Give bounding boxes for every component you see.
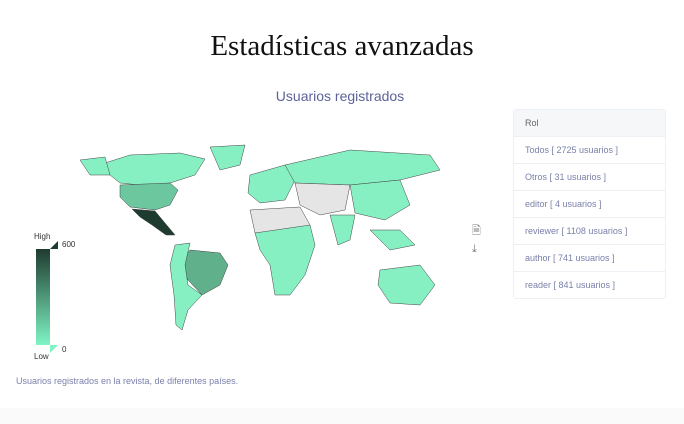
legend-high-marker[interactable]	[50, 241, 58, 249]
role-item-todos[interactable]: Todos [ 2725 usuarios ]	[514, 136, 665, 163]
role-item-otros[interactable]: Otros [ 31 usuarios ]	[514, 163, 665, 190]
country-canada	[104, 152, 206, 186]
country-se-asia	[369, 229, 416, 251]
world-map[interactable]	[70, 135, 450, 335]
country-asia-gray	[294, 182, 351, 216]
roles-list: Rol Todos [ 2725 usuarios ] Otros [ 31 u…	[513, 109, 666, 299]
chart-caption: Usuarios registrados en la revista, de d…	[16, 376, 239, 386]
legend-max: 600	[62, 240, 76, 249]
country-south-america	[169, 242, 203, 331]
country-alaska	[79, 156, 111, 176]
legend-high-label: High	[34, 232, 51, 241]
country-india	[329, 214, 356, 246]
footer-strip	[0, 408, 684, 424]
country-greenland	[209, 144, 246, 171]
country-usa	[119, 182, 179, 211]
chart-tools: 🗎 ⤓	[472, 222, 481, 256]
chart-title: Usuarios registrados	[275, 88, 405, 104]
download-icon[interactable]: ⤓	[472, 243, 477, 255]
country-africa	[254, 224, 316, 296]
legend-low-marker[interactable]	[50, 345, 58, 353]
country-china	[349, 179, 411, 221]
country-russia	[284, 149, 441, 186]
document-icon[interactable]: 🗎	[472, 225, 481, 237]
role-item-reader[interactable]: reader [ 841 usuarios ]	[514, 271, 665, 298]
role-item-reviewer[interactable]: reviewer [ 1108 usuarios ]	[514, 217, 665, 244]
role-item-author[interactable]: author [ 741 usuarios ]	[514, 244, 665, 271]
legend-low-label: Low	[34, 352, 49, 361]
legend-min: 0	[62, 345, 67, 354]
legend-gradient	[36, 249, 50, 345]
page-title: Estadísticas avanzadas	[210, 30, 474, 62]
country-mexico	[131, 208, 176, 236]
roles-header: Rol	[514, 110, 665, 136]
role-item-editor[interactable]: editor [ 4 usuarios ]	[514, 190, 665, 217]
country-australia	[377, 264, 436, 306]
